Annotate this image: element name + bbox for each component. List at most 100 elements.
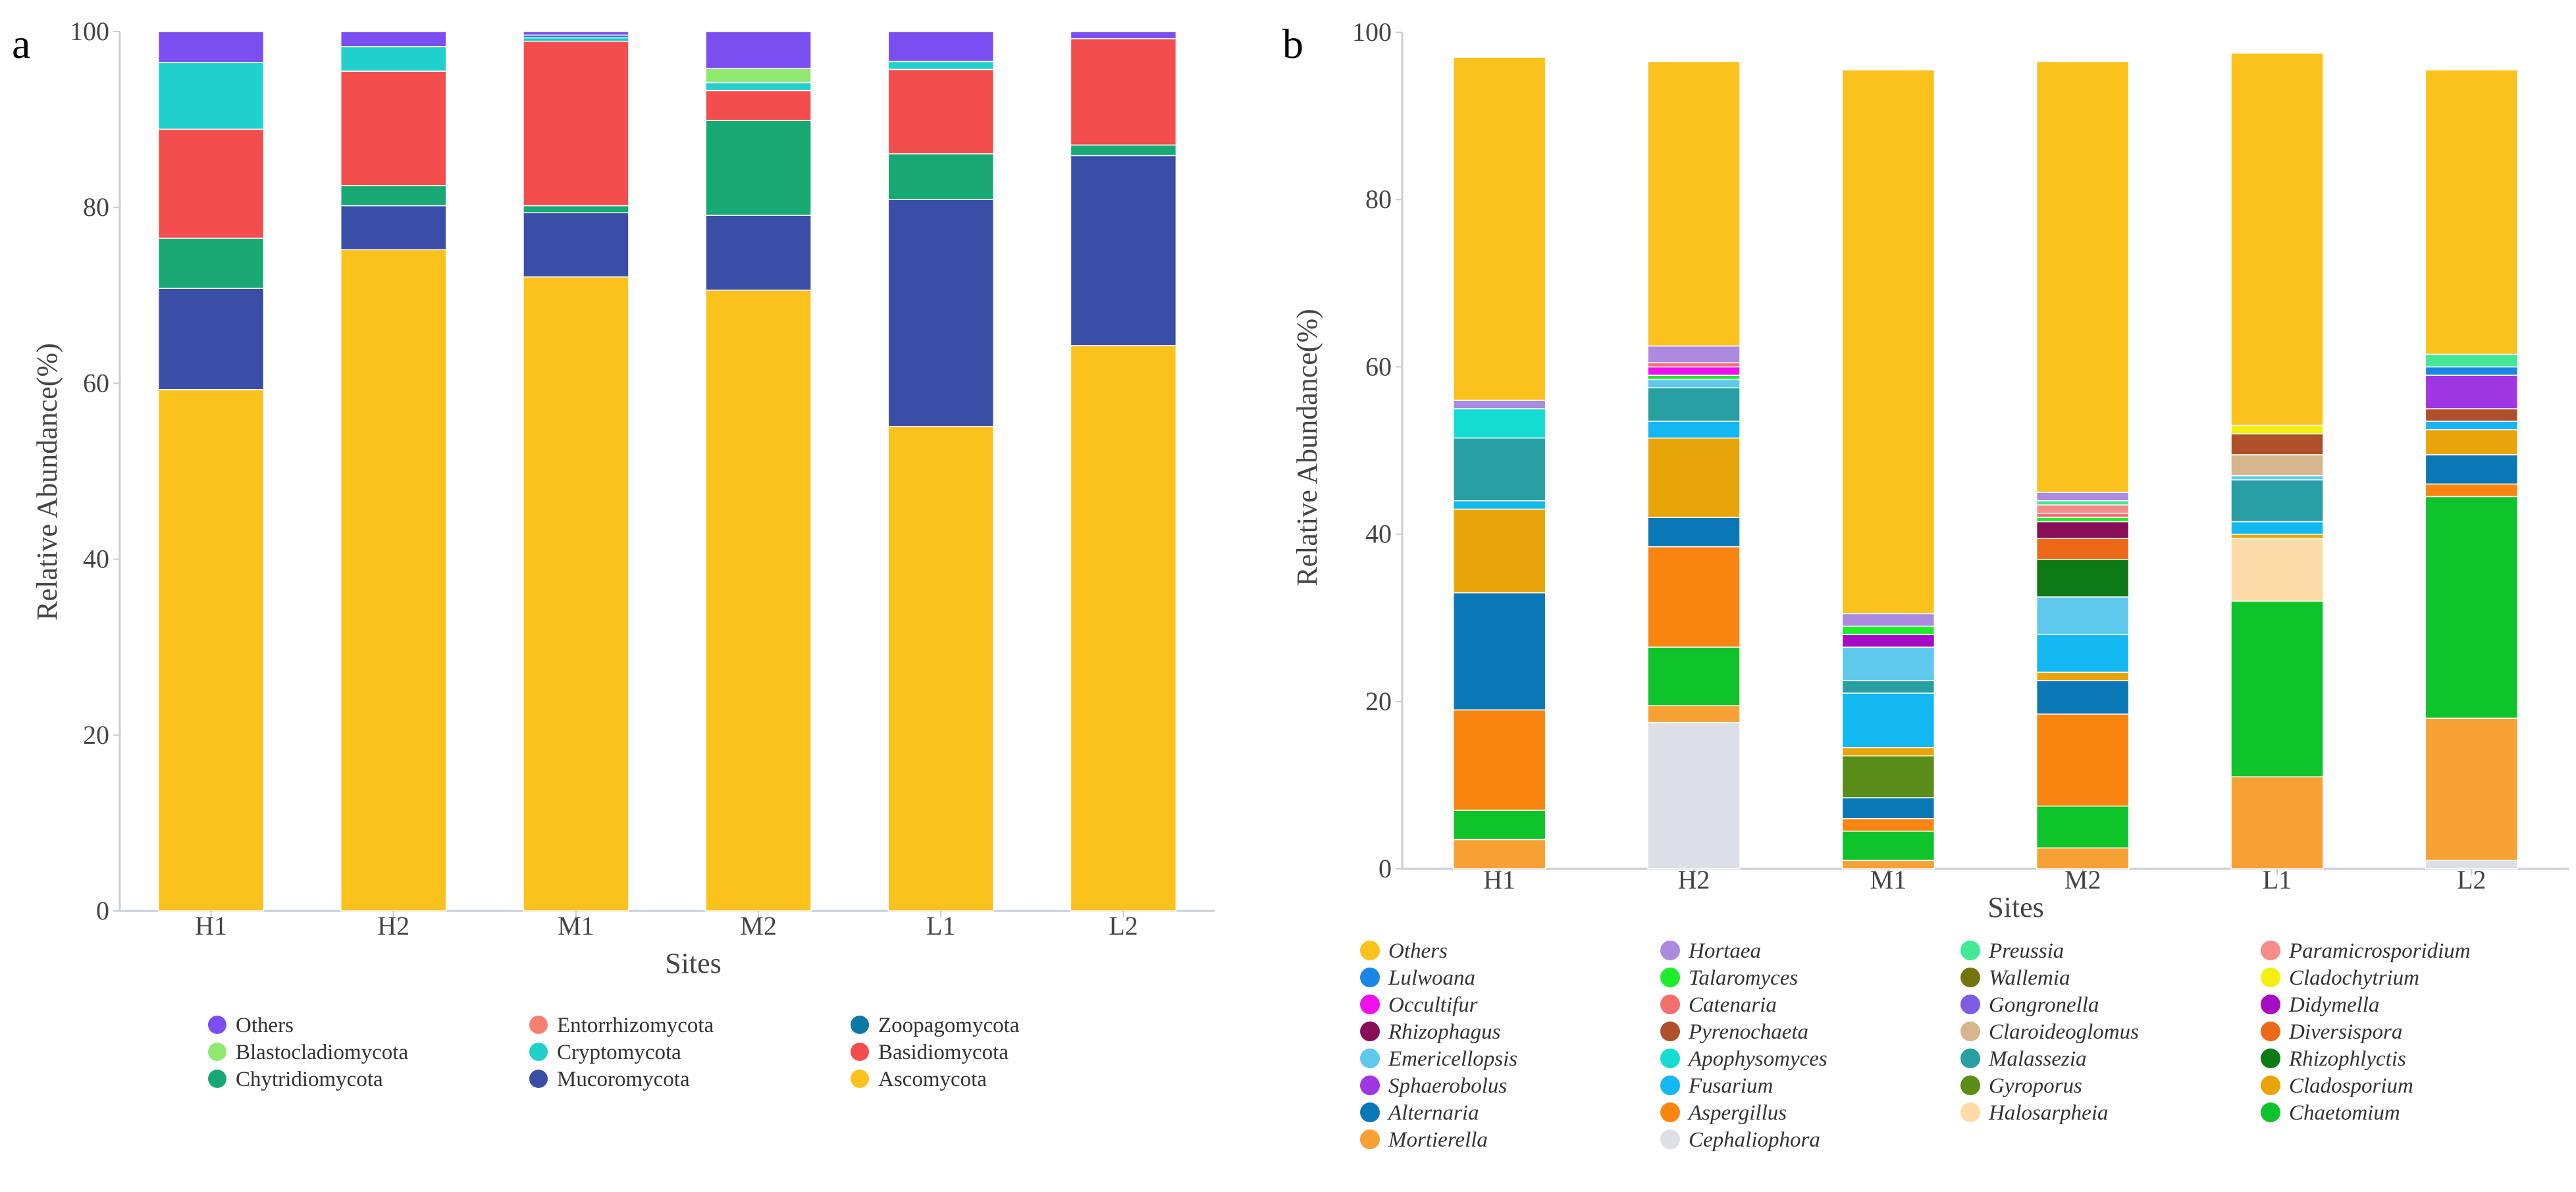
panel-b-y-title: Relative Abundance(%) [1291, 309, 1323, 586]
panel-b-bar-m2-cladosporium [2036, 671, 2130, 681]
legend-b-swatch-claroideoglomus [1960, 1022, 1980, 1041]
panel-b-bar-m2-diversispora [2036, 538, 2130, 560]
panel-a-legend: Others Entorrhizomycota Zoopagomycota Blast… [208, 1014, 1020, 1091]
panel-b-bar-l1-claroideoglomus [2230, 454, 2324, 477]
panel-b-bar-m2-talaromyces [2036, 517, 2130, 523]
panel-a-bar-h1-cryptomycota [157, 62, 265, 130]
panel-b-y-tick-label: 40 [1365, 519, 1392, 549]
panel-b-bar-h1-others [1452, 57, 1546, 401]
panel-a-bar-l1-chytridiomycota [887, 153, 994, 200]
legend-b-label-preussia: Preussia [1988, 939, 2064, 963]
panel-b-bar-h1-alternaria [1452, 592, 1546, 711]
panel-b-bar-m2-alternaria [2036, 680, 2130, 715]
panel-b-y-tick-label: 100 [1352, 17, 1392, 47]
panel-b-bar-m2-paramicrosporidium [2036, 504, 2130, 514]
panel-a-bar-h1-mucoromycota [157, 288, 265, 390]
legend-b-label-hortaea: Hortaea [1688, 939, 1761, 963]
panel-b-bar-m2-aspergillus [2036, 713, 2130, 807]
legend-b-label-claroideoglomus: Claroideoglomus [1989, 1020, 2139, 1044]
legend-b-label-paramicrosporidium: Paramicrosporidium [2288, 939, 2471, 963]
panel-b-bar-m1-alternaria [1841, 797, 1935, 819]
panel-b-bar-h2-others [1647, 61, 1741, 347]
panel-b-bar-m1-gyroporus [1841, 755, 1935, 798]
panel-b-bar-h1-fusarium [1452, 500, 1546, 510]
panel-b-bar-l1-mortierella [2230, 776, 2324, 869]
legend-b-label-halosarpheia: Halosarpheia [1988, 1101, 2109, 1125]
panel-a-bar-m1-ascomycota [523, 276, 629, 912]
panel-b-bar-m1-emericellopsis [1841, 646, 1935, 681]
panel-b-bar-l1-emericellopsis [2230, 475, 2324, 480]
legend-b-label-didymella: Didymella [2288, 993, 2379, 1017]
legend-a-swatch-chytridiomycota [208, 1070, 226, 1088]
panel-b-bar-m1-talaromyces [1841, 625, 1935, 635]
panel-a-bar-m1-others [523, 31, 629, 36]
legend-b-swatch-mortierella [1360, 1129, 1380, 1149]
panel-b-legend: Others Hortaea Preussia Paramicrosporidium L… [1360, 939, 2471, 1152]
panel-a-bar-h2-mucoromycota [340, 205, 447, 251]
panel-b-bar-h2-mortierella [1647, 705, 1741, 723]
panel-b-bar-m2-catenaria [2036, 513, 2130, 518]
panel-b-bar-h2-malassezia [1647, 387, 1741, 422]
legend-b-swatch-preussia [1960, 941, 1980, 960]
legend-b-swatch-chaetomium [2261, 1102, 2280, 1122]
panel-b-bar-l1-chaetomium [2230, 600, 2324, 777]
panel-a-bar-h2-others [340, 31, 447, 47]
panel-b-bar-l1-others [2230, 53, 2324, 427]
panel-b-bar-m2-emericellopsis [2036, 596, 2130, 635]
legend-b-swatch-fusarium [1660, 1075, 1680, 1095]
panel-a-bar-m2-chytridiomycota [705, 120, 812, 216]
panel-b-bar-l1-pyrenochaeta [2230, 433, 2324, 455]
legend-b-label-talaromyces: Talaromyces [1689, 966, 1798, 990]
panel-a-bar-h2-ascomycota [340, 249, 447, 912]
legend-b-swatch-pyrenochaeta [1660, 1022, 1680, 1041]
legend-b-swatch-rhizophlyctis [2261, 1049, 2280, 1068]
panel-b-bar-m1-malassezia [1841, 680, 1935, 694]
panel-b-bar-l2-mortierella [2425, 717, 2519, 862]
legend-b-swatch-didymella [2261, 995, 2280, 1014]
panel-b-bar-h2-talaromyces [1647, 375, 1741, 380]
panel-b-x-title: Sites [1987, 891, 2044, 923]
panel-a-y-tick-label: 0 [96, 896, 109, 925]
legend-b-label-gongronella: Gongronella [1989, 993, 2099, 1017]
legend-b-label-alternaria: Alternaria [1387, 1101, 1479, 1125]
panel-b-y-tick-label: 60 [1365, 351, 1392, 381]
legend-b-label-pyrenochaeta: Pyrenochaeta [1688, 1020, 1808, 1044]
panel-b-bar-h1-cladosporium [1452, 508, 1546, 594]
panel-a-bar-l2-chytridiomycota [1070, 144, 1177, 157]
panel-a-bar-h2-basidiomycota [340, 70, 447, 186]
panel-b-bar-l2-alternaria [2425, 454, 2519, 485]
panel-b-bar-m2-hortaea [2036, 492, 2130, 502]
panel-b-bar-m2-rhizophagus [2036, 521, 2130, 539]
panel-b-bar-l1-fusarium [2230, 521, 2324, 535]
panel-a-bar-m1-basidiomycota [523, 40, 629, 207]
panel-a-y-tick-label: 40 [83, 544, 109, 574]
panel-b-bar-m1-cladosporium [1841, 746, 1935, 757]
panel-a-bar-h2-chytridiomycota [340, 185, 447, 207]
legend-a-swatch-mucoromycota [529, 1070, 548, 1088]
legend-b-swatch-wallemia [1960, 968, 1980, 987]
panel-a-bar-l1-basidiomycota [887, 68, 994, 155]
panel-b-bar-l2-cladosporium [2425, 428, 2519, 455]
panel-b-chart: 0 20 40 60 80 100 H1 H2 M1 M2 L1 L2 [1352, 17, 2569, 894]
legend-a-swatch-zoopagomycota [851, 1016, 869, 1034]
panel-b-y-tick-label: 0 [1379, 854, 1392, 883]
panel-b-bar-l1-cladosporium [2230, 533, 2324, 539]
legend-b-label-diversispora: Diversispora [2288, 1020, 2402, 1044]
legend-b-label-rhizophlyctis: Rhizophlyctis [2288, 1047, 2406, 1071]
panel-b-bar-h2-hortaea [1647, 345, 1741, 363]
panel-b-bar-h1-chaetomium [1452, 810, 1546, 841]
legend-b-swatch-diversispora [2261, 1022, 2280, 1041]
panel-a-bar-h1-others [157, 31, 265, 63]
panel-b-bar-l2-fusarium [2425, 421, 2519, 430]
legend-b-label-cladochytrium: Cladochytrium [2289, 966, 2419, 990]
panel-a-y-tick-label: 100 [70, 16, 109, 46]
panel-a-bar-m2-basidiomycota [705, 90, 812, 121]
panel-a-bar-m2-others [705, 31, 812, 69]
panel-a-label: a [12, 20, 30, 67]
panel-b-bar-l2-sphaerobolus [2425, 375, 2519, 409]
panel-a-bar-m2-ascomycota [705, 290, 812, 912]
panel-b-bar-h2-chaetomium [1647, 646, 1741, 706]
legend-b-swatch-cladochytrium [2261, 968, 2280, 987]
panel-a-x-tick-label: L2 [1109, 911, 1138, 941]
